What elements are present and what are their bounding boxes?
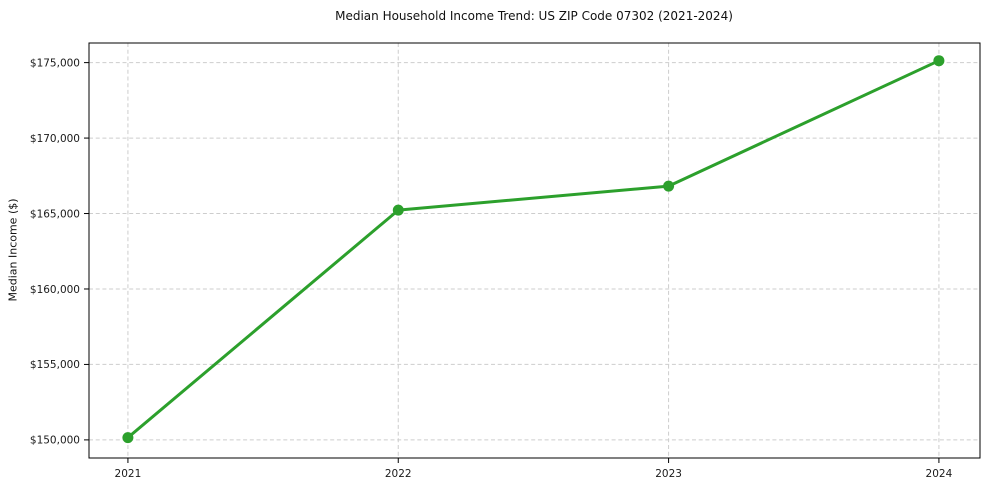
x-tick-label: 2024 [926, 468, 953, 480]
data-point-marker [122, 432, 134, 444]
chart-title: Median Household Income Trend: US ZIP Co… [335, 9, 733, 23]
data-point-marker [933, 55, 945, 67]
y-tick-label: $175,000 [30, 57, 80, 69]
y-tick-label: $160,000 [30, 284, 80, 296]
x-tick-label: 2022 [385, 468, 412, 480]
data-point-marker [663, 180, 675, 192]
y-tick-label: $170,000 [30, 133, 80, 145]
trend-line [126, 59, 941, 440]
y-tick-label: $150,000 [30, 435, 80, 447]
y-tick-label: $155,000 [30, 359, 80, 371]
x-tick-label: 2023 [655, 468, 682, 480]
plot-border [88, 42, 981, 459]
y-tick-label: $165,000 [30, 208, 80, 220]
data-point-marker [392, 204, 404, 216]
x-tick-label: 2021 [115, 468, 142, 480]
y-axis-title: Median Income ($) [6, 198, 20, 302]
